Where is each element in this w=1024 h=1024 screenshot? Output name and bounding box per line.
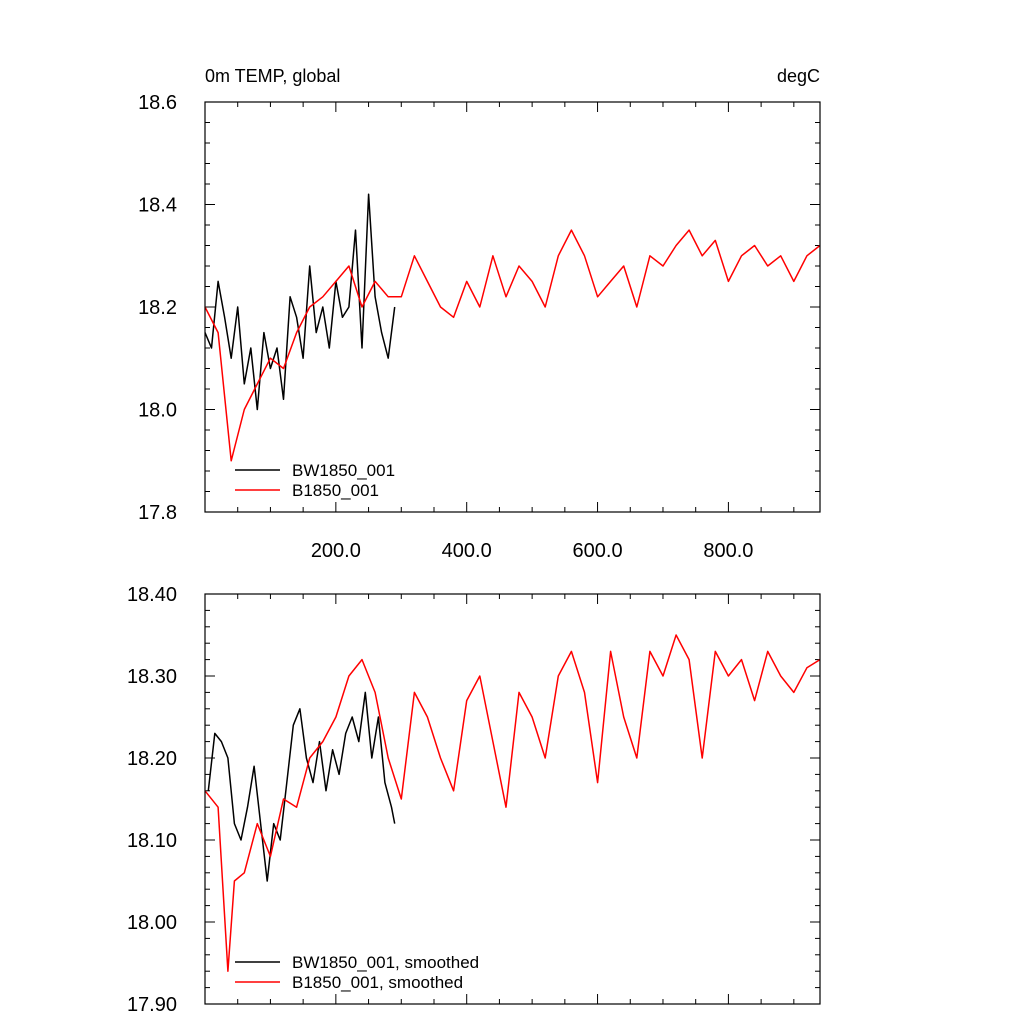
top-x-tick-label-1: 400.0 bbox=[442, 540, 492, 562]
bottom-y-tick-label-4: 18.30 bbox=[127, 666, 177, 688]
bottom-y-tick-label-3: 18.20 bbox=[127, 748, 177, 770]
bottom-y-tick-label-1: 18.00 bbox=[127, 912, 177, 934]
bottom-panel-ticks bbox=[205, 593, 820, 1005]
top-x-tick-labels: 200.0 400.0 600.0 800.0 bbox=[311, 540, 754, 562]
top-x-tick-label-3: 800.0 bbox=[703, 540, 753, 562]
top-legend: BW1850_001 B1850_001 bbox=[235, 461, 395, 500]
top-series-line-0 bbox=[204, 193, 396, 411]
bottom-panel: 17.90 18.00 18.10 18.20 18.30 18.40 BW1850_00… bbox=[127, 584, 821, 1016]
top-y-tick-labels: 17.8 18.0 18.2 18.4 18.6 bbox=[138, 92, 177, 524]
top-panel-ticks bbox=[205, 101, 820, 513]
top-y-tick-label-2: 18.2 bbox=[138, 297, 177, 319]
top-x-tick-label-2: 600.0 bbox=[573, 540, 623, 562]
bottom-panel-series bbox=[204, 634, 821, 972]
bottom-legend: BW1850_001, smoothed B1850_001, smoothed bbox=[235, 953, 479, 992]
top-y-tick-label-3: 18.4 bbox=[138, 195, 177, 217]
top-plot-frame bbox=[204, 101, 821, 513]
top-panel-series bbox=[204, 193, 821, 462]
top-legend-label-bw1850: BW1850_001 bbox=[292, 461, 395, 480]
bottom-y-tick-label-2: 18.10 bbox=[127, 830, 177, 852]
top-y-tick-label-0: 17.8 bbox=[138, 502, 177, 524]
top-y-tick-label-4: 18.6 bbox=[138, 92, 177, 114]
bottom-plot-frame bbox=[204, 593, 821, 1005]
bottom-legend-label-b1850: B1850_001, smoothed bbox=[292, 973, 463, 992]
bottom-y-tick-labels: 17.90 18.00 18.10 18.20 18.30 18.40 bbox=[127, 584, 177, 1016]
bottom-y-tick-label-5: 18.40 bbox=[127, 584, 177, 606]
bottom-series-line-1 bbox=[204, 634, 821, 972]
top-title-left: 0m TEMP, global bbox=[205, 66, 340, 86]
top-legend-label-b1850: B1850_001 bbox=[292, 481, 379, 500]
bottom-y-tick-label-0: 17.90 bbox=[127, 994, 177, 1016]
top-title-right: degC bbox=[777, 66, 820, 86]
bottom-legend-label-bw1850: BW1850_001, smoothed bbox=[292, 953, 479, 972]
top-series-line-1 bbox=[204, 229, 821, 462]
bottom-series-line-0 bbox=[207, 691, 396, 882]
top-panel: 0m TEMP, global degC 17.8 18.0 18.2 18.4 18.… bbox=[138, 66, 821, 562]
top-y-tick-label-1: 18.0 bbox=[138, 400, 177, 422]
top-x-tick-label-0: 200.0 bbox=[311, 540, 361, 562]
